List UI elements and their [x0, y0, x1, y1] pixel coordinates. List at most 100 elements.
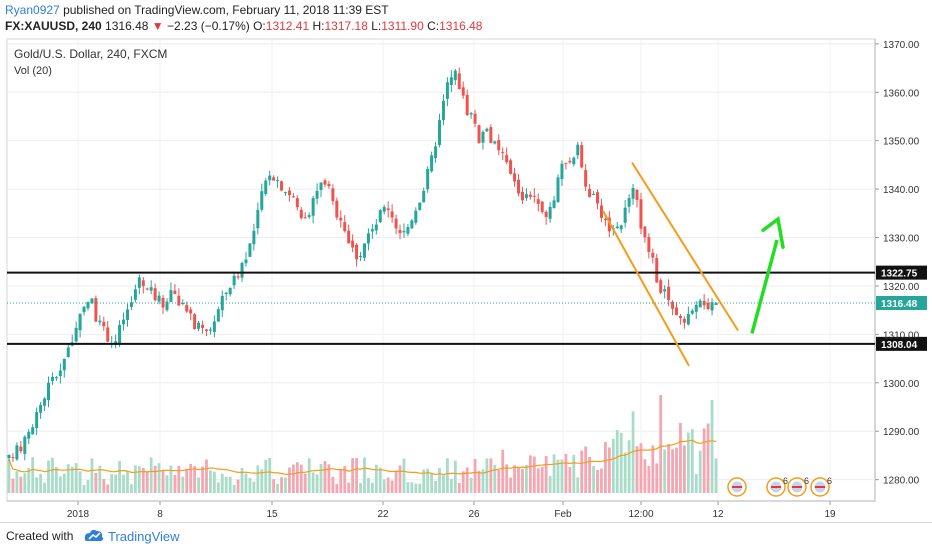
candle-body [382, 207, 386, 212]
candle-body [339, 217, 343, 221]
candle-body [216, 309, 220, 322]
last-price-tag [876, 295, 927, 310]
candle-body [643, 226, 647, 238]
candle-body [252, 230, 256, 245]
volume-bar [291, 464, 295, 493]
volume-bar [118, 461, 121, 493]
open-label: O: [253, 19, 266, 33]
time-tick-label: 12 [712, 509, 724, 520]
candle-body [694, 304, 698, 312]
volume-bar [347, 482, 351, 493]
volume-bar [62, 473, 66, 493]
candle-body [35, 412, 39, 429]
volume-bar [23, 473, 27, 493]
candle-body [627, 198, 631, 207]
candle-body [307, 215, 311, 217]
candle-body [532, 195, 536, 197]
low-label: L: [371, 19, 382, 33]
chart-area[interactable]: 1322.75 1308.04 1316.48 1370.00 1360.00 1350… [0, 36, 932, 522]
candle-body [489, 127, 493, 143]
candle-body [43, 398, 47, 406]
volume-bar [181, 476, 185, 493]
volume-bar [94, 473, 98, 493]
candle-body [430, 155, 434, 172]
event-flags[interactable]: 6 6 6 [727, 476, 832, 497]
volume-bar [457, 483, 461, 493]
candle-body [260, 191, 264, 210]
volume-bar [102, 478, 106, 493]
volume-bar [576, 477, 580, 493]
volume-bar [27, 468, 31, 493]
horizontal-levels[interactable]: 1322.75 1308.04 1316.48 [7, 265, 927, 351]
candle-body [31, 427, 35, 435]
event-count-label: 6 [804, 476, 809, 486]
volume-bar [47, 460, 50, 493]
candle-body [197, 322, 201, 329]
volume-bar [339, 468, 343, 493]
candle-body [351, 240, 355, 248]
volume-bar [145, 471, 149, 493]
candle-body [58, 370, 62, 377]
projection-arrow-shaft[interactable] [750, 239, 779, 334]
volume-bar [714, 458, 718, 493]
candle-body [102, 321, 106, 327]
candle-body [438, 120, 442, 145]
level-price-label: 1322.75 [881, 269, 918, 280]
volume-bar [315, 474, 319, 493]
channel-upper-line[interactable] [631, 161, 739, 332]
candle-body [106, 327, 110, 342]
author-link[interactable]: Ryan0927 [5, 3, 60, 17]
price-tick-label: 1310.00 [883, 330, 920, 341]
time-tick-label: 26 [468, 509, 480, 520]
candle-body [54, 377, 58, 379]
candle-body [177, 295, 181, 306]
projection-arrow-head-icon[interactable] [761, 216, 785, 249]
volume-bar [619, 432, 623, 493]
volume-bar [78, 471, 82, 493]
candle-body [509, 160, 513, 174]
candle-body [449, 77, 453, 85]
candle-body [145, 288, 149, 290]
tradingview-brand[interactable]: TradingView [108, 529, 180, 544]
volume-bar [667, 444, 671, 493]
volume-bar [706, 423, 710, 493]
tradingview-cloud-icon[interactable] [82, 526, 106, 549]
volume-bar [442, 475, 445, 493]
volume-bar [521, 469, 524, 493]
channel-lower-line[interactable] [602, 210, 690, 367]
candle-body [268, 175, 272, 181]
event-count-label: 6 [783, 476, 788, 486]
candle-body [457, 73, 461, 89]
volume-bar [430, 472, 434, 493]
volume-bar [481, 469, 485, 493]
candle-body [441, 100, 445, 120]
candle-body [362, 243, 366, 258]
time-axis-labels: 2018 8 15 22 26 Feb 12:00 12 19 [67, 501, 836, 520]
volume-bar [260, 469, 264, 493]
volume-bar [351, 458, 355, 493]
close-value: 1316.48 [439, 19, 483, 33]
close-label: C: [427, 19, 440, 33]
volume-bar [280, 477, 283, 493]
volume-bar [39, 473, 42, 493]
price-tick-label: 1300.00 [883, 379, 920, 390]
candle-body [280, 181, 284, 191]
price-axis-labels: 1370.00 1360.00 1350.00 1340.00 1330.00 1320.… [875, 40, 920, 487]
volume-bar [410, 482, 414, 493]
volume-bar [268, 458, 272, 493]
candle-body [276, 180, 280, 182]
candle-body [335, 200, 339, 218]
volume-bar [525, 464, 528, 493]
candle-body [461, 87, 465, 96]
price-chart-svg[interactable]: 1322.75 1308.04 1316.48 1370.00 1360.00 1350… [0, 36, 932, 522]
candle-body [66, 347, 70, 358]
candle-body [501, 151, 505, 153]
level-price-tag [876, 265, 927, 280]
volume-bar [493, 464, 497, 493]
candle-body [390, 211, 394, 218]
volume-bar [295, 462, 299, 493]
volume-bar [592, 466, 595, 493]
time-tick-label: Feb [554, 509, 572, 520]
candle-body [513, 173, 517, 182]
drawings[interactable] [602, 161, 785, 367]
